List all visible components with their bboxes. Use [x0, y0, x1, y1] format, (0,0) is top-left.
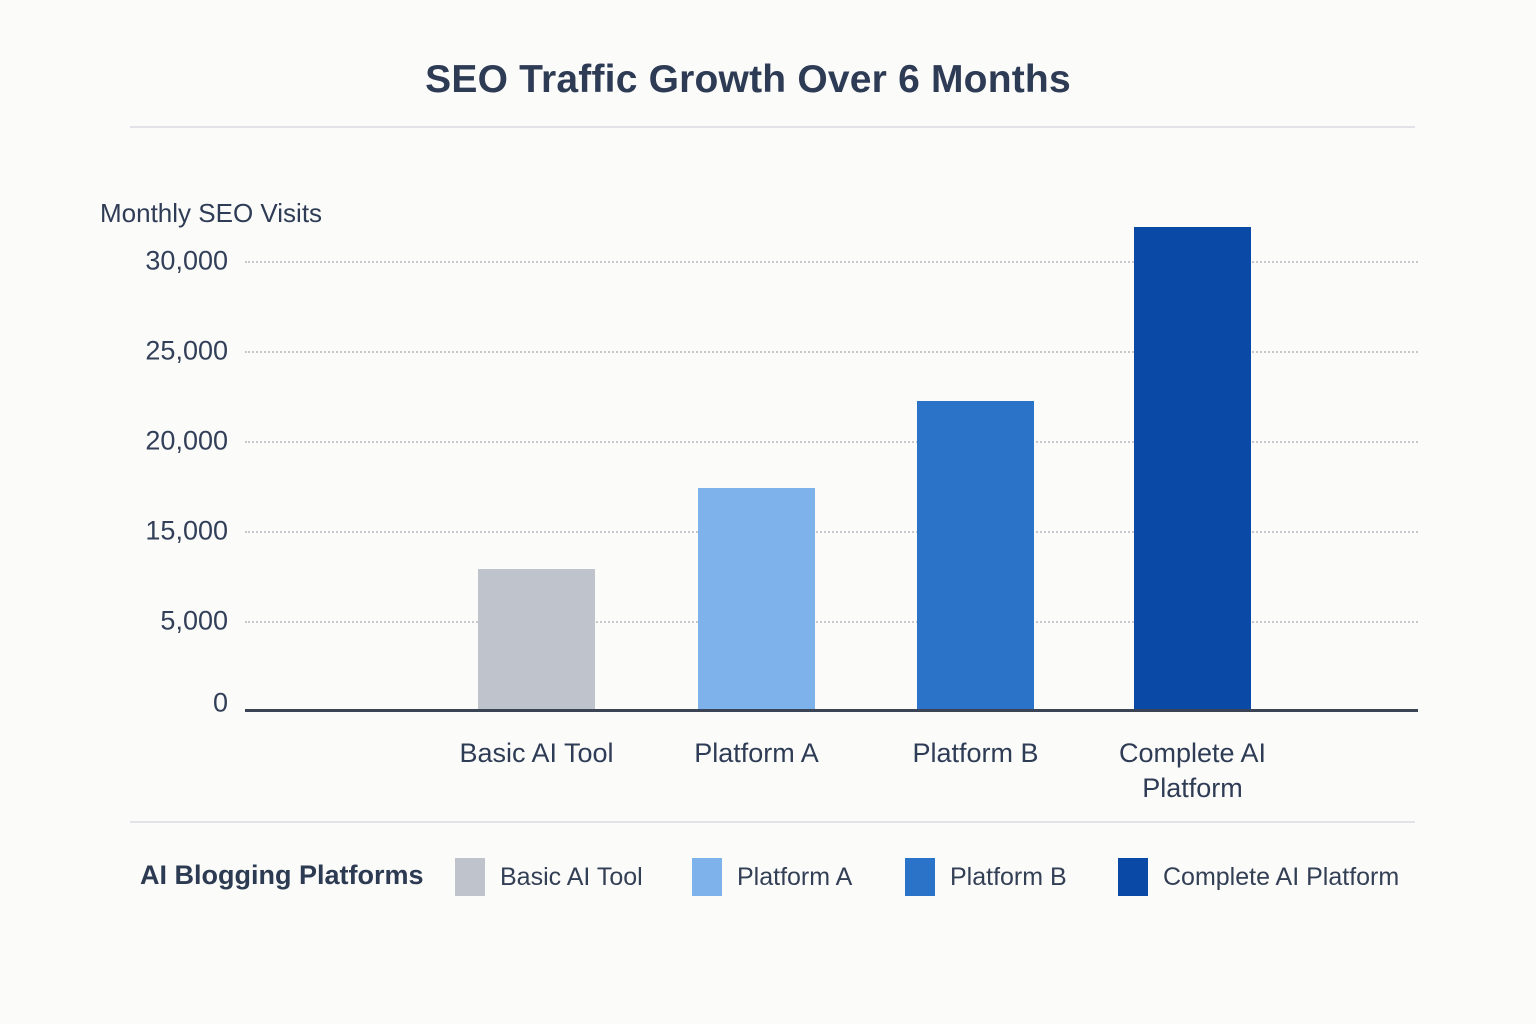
legend-label-basic-ai-tool: Basic AI Tool — [500, 862, 643, 891]
legend-item-platform-a: Platform A — [692, 858, 852, 896]
bar-basic-ai-tool — [478, 569, 595, 711]
y-tick-25-000: 25,000 — [145, 335, 228, 366]
y-tick-5-000: 5,000 — [160, 605, 228, 636]
legend-title: AI Blogging Platforms — [140, 860, 424, 890]
y-tick-30-000: 30,000 — [145, 245, 228, 276]
legend-divider — [130, 821, 1415, 823]
bar-complete-ai-platform — [1134, 227, 1251, 711]
legend-item-complete-ai-platform: Complete AI Platform — [1118, 858, 1399, 896]
gridline-20-000 — [245, 441, 1418, 443]
legend-label-complete-ai-platform: Complete AI Platform — [1163, 862, 1400, 891]
gridline-30-000 — [245, 261, 1418, 263]
legend-label-platform-b: Platform B — [950, 862, 1067, 891]
y-tick-15-000: 15,000 — [145, 515, 228, 546]
gridline-15-000 — [245, 531, 1418, 533]
legend-label-platform-a: Platform A — [737, 862, 853, 891]
legend-swatch-complete-ai-platform — [1118, 858, 1148, 896]
y-axis-title: Monthly SEO Visits — [100, 198, 323, 228]
title-divider — [130, 126, 1415, 128]
legend-swatch-platform-a — [692, 858, 722, 896]
legend-item-platform-b: Platform B — [905, 858, 1067, 896]
x-label-basic-ai-tool: Basic AI Tool — [459, 738, 614, 768]
gridline-5-000 — [245, 621, 1418, 623]
legend-swatch-platform-b — [905, 858, 935, 896]
bar-platform-b — [917, 401, 1034, 711]
gridline-25-000 — [245, 351, 1418, 353]
y-tick-0: 0 — [212, 687, 228, 718]
bar-platform-a — [698, 488, 815, 711]
legend-swatch-basic-ai-tool — [455, 858, 485, 896]
x-axis-line — [245, 709, 1418, 712]
chart-title: SEO Traffic Growth Over 6 Months — [425, 58, 1071, 101]
x-label-platform-a: Platform A — [694, 738, 819, 768]
x-label-complete-ai-platform: Complete AI Platform — [1118, 738, 1267, 803]
legend-item-basic-ai-tool: Basic AI Tool — [455, 858, 643, 896]
y-tick-20-000: 20,000 — [145, 425, 228, 456]
x-label-platform-b: Platform B — [912, 738, 1039, 768]
